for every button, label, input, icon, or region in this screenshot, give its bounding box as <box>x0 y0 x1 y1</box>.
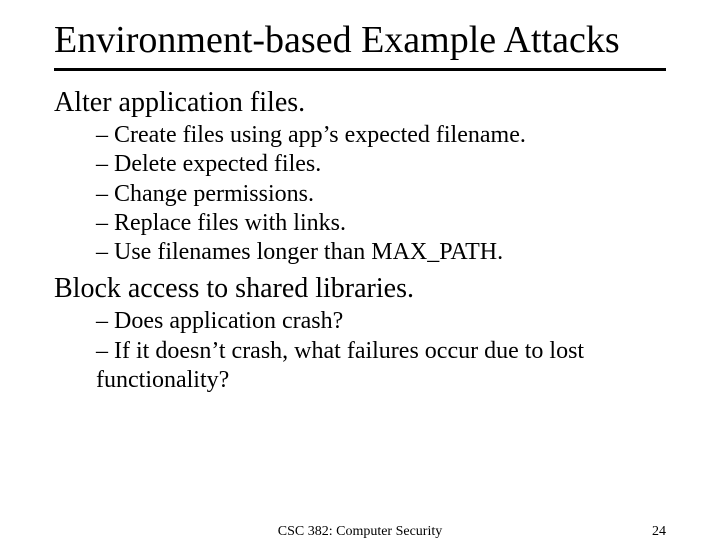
slide-title: Environment-based Example Attacks <box>0 0 720 66</box>
footer-course: CSC 382: Computer Security <box>278 524 443 540</box>
list-item-text: Does application crash? <box>114 308 343 334</box>
list-item: – Change permissions. <box>96 180 666 209</box>
list-item-text: Replace files with links. <box>114 210 346 236</box>
list-item: – Create files using app’s expected file… <box>96 121 666 150</box>
section-heading: Block access to shared libraries. <box>54 273 666 305</box>
list-item: – If it doesn’t crash, what failures occ… <box>96 337 666 396</box>
list-item-text: If it doesn’t crash, what failures occur… <box>96 338 584 393</box>
list-item-text: Delete expected files. <box>114 151 321 177</box>
list-item-text: Create files using app’s expected filena… <box>114 122 526 148</box>
footer-page-number: 24 <box>652 524 666 540</box>
list-item: – Use filenames longer than MAX_PATH. <box>96 238 666 267</box>
section-items: – Does application crash? – If it doesn’… <box>54 307 666 395</box>
list-item: – Delete expected files. <box>96 150 666 179</box>
slide: Environment-based Example Attacks Alter … <box>0 0 720 540</box>
slide-body: Alter application files. – Create files … <box>0 71 720 395</box>
list-item: – Replace files with links. <box>96 209 666 238</box>
section-heading: Alter application files. <box>54 87 666 119</box>
list-item-text: Change permissions. <box>114 181 314 207</box>
section-items: – Create files using app’s expected file… <box>54 121 666 267</box>
list-item: – Does application crash? <box>96 307 666 336</box>
list-item-text: Use filenames longer than MAX_PATH. <box>114 239 503 265</box>
